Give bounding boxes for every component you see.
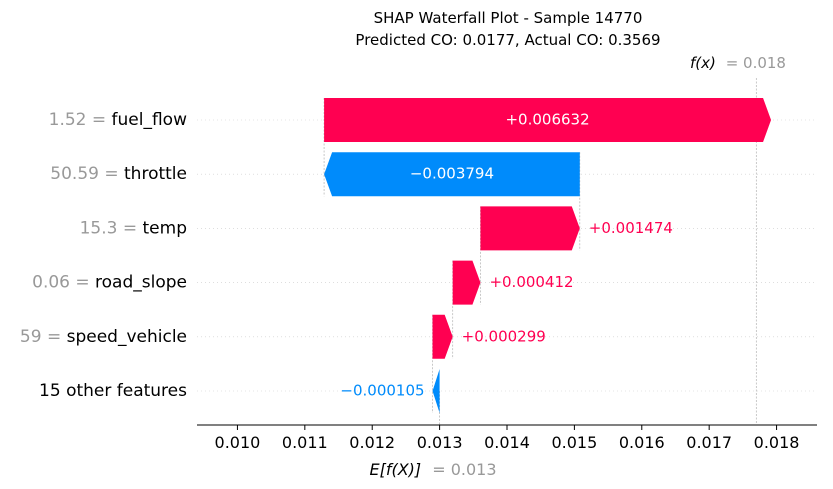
positive-bar xyxy=(324,98,772,142)
bars-layer: +0.006632 −0.003794 +0.001474 +0.000412 +0.0… xyxy=(324,98,772,413)
feature-label: 1.52 = fuel_flow xyxy=(49,110,187,130)
bar-value-label: +0.000299 xyxy=(462,327,546,345)
feature-name: fuel_flow xyxy=(112,110,188,130)
feature-value: 0.06 = xyxy=(32,273,95,293)
x-tick-label: 0.011 xyxy=(282,433,328,452)
feature-labels: 1.52 = fuel_flow 50.59 = throttle 15.3 = t… xyxy=(20,110,187,401)
base-value-name: E[f(X)] xyxy=(369,460,421,479)
feature-value: 1.52 = xyxy=(49,110,112,130)
feature-name: throttle xyxy=(124,164,187,184)
x-tick-label: 0.012 xyxy=(349,433,395,452)
chart-title: SHAP Waterfall Plot - Sample 14770 xyxy=(374,9,643,27)
bar-value-label: −0.000105 xyxy=(340,382,424,400)
feature-label: 59 = speed_vehicle xyxy=(20,327,187,347)
feature-label: 15 other features xyxy=(39,381,187,401)
positive-bar xyxy=(432,314,453,359)
x-tick-label: 0.014 xyxy=(484,433,530,452)
x-tick-label: 0.018 xyxy=(754,433,800,452)
positive-bar xyxy=(480,206,580,251)
feature-value: 59 = xyxy=(20,327,67,347)
base-value-label: E[f(X)] = 0.013 xyxy=(369,460,496,479)
feature-name: road_slope xyxy=(95,273,187,293)
feature-label: 50.59 = throttle xyxy=(50,164,187,184)
svg-text:f(x) = 0.018: f(x) = 0.018 xyxy=(690,54,786,72)
feature-label: 15.3 = temp xyxy=(80,218,187,238)
chart-subtitle: Predicted CO: 0.0177, Actual CO: 0.3569 xyxy=(355,31,660,49)
output-value-name: f(x) xyxy=(690,54,716,72)
bar-value-label: +0.000412 xyxy=(489,273,573,291)
feature-name: 15 other features xyxy=(39,381,187,401)
feature-name: temp xyxy=(143,218,187,238)
bar-value-label: +0.006632 xyxy=(505,111,589,129)
x-tick-label: 0.016 xyxy=(619,433,665,452)
output-value-label: f(x) = 0.018 xyxy=(690,54,786,72)
output-value-text: = 0.018 xyxy=(726,54,786,72)
feature-value: 50.59 = xyxy=(50,164,124,184)
svg-text:E[f(X)] = 0.013: E[f(X)] = 0.013 xyxy=(369,460,496,479)
positive-bar xyxy=(452,260,481,305)
base-value-text: = 0.013 xyxy=(432,460,496,479)
bar-value-label: +0.001474 xyxy=(589,219,673,237)
x-tick-label: 0.015 xyxy=(551,433,597,452)
feature-name: speed_vehicle xyxy=(67,327,187,347)
x-axis: 0.010 0.011 0.012 0.013 0.014 0.015 0.016 0.017… xyxy=(197,424,817,452)
x-tick-label: 0.013 xyxy=(417,433,463,452)
feature-label: 0.06 = road_slope xyxy=(32,273,187,293)
x-tick-label: 0.017 xyxy=(686,433,732,452)
bar-value-label: −0.003794 xyxy=(410,165,494,183)
negative-bar xyxy=(324,152,580,197)
feature-value: 15.3 = xyxy=(80,218,143,238)
negative-bar xyxy=(432,369,440,413)
x-tick-label: 0.010 xyxy=(215,433,261,452)
